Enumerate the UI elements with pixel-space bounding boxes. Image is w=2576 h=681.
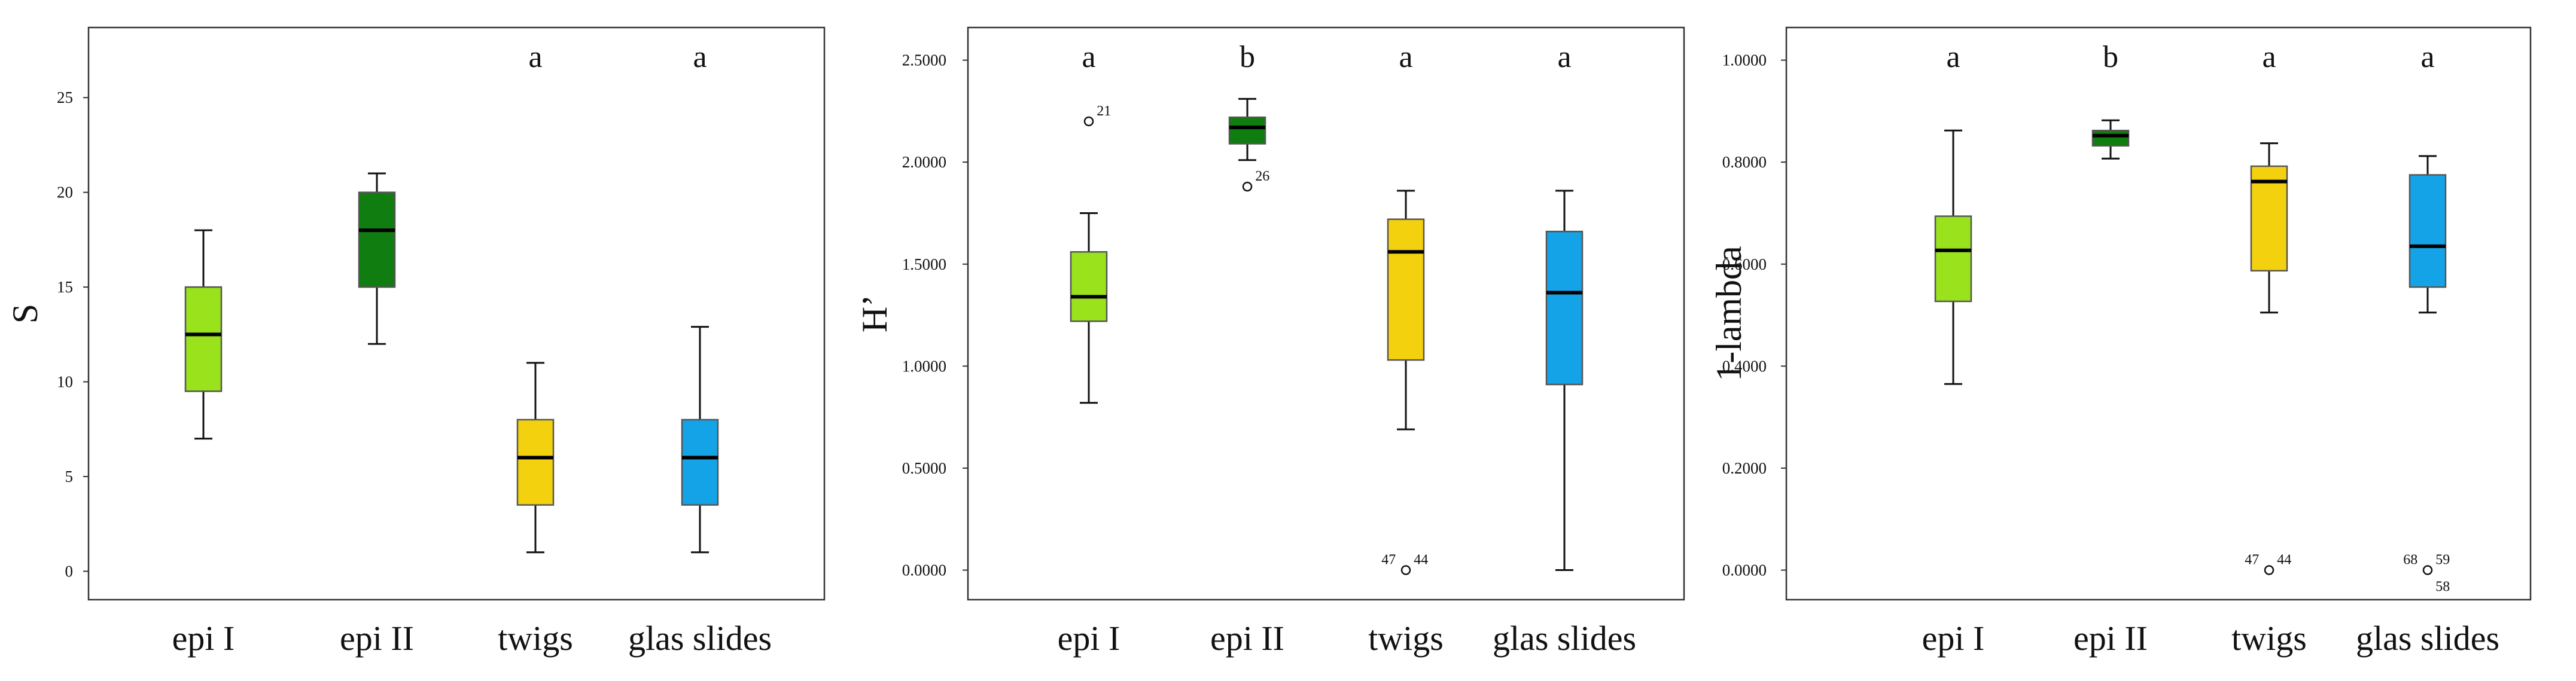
- y-tick-label: 0.6000: [1722, 255, 1767, 273]
- iqr-box: [2250, 165, 2288, 272]
- x-category-label: twigs: [498, 619, 573, 658]
- significance-letter: b: [2103, 40, 2118, 74]
- plot-frame: [967, 26, 1685, 601]
- y-tick-label: 5: [65, 468, 74, 485]
- significance-letter: a: [1082, 40, 1095, 74]
- outlier-label: 58: [2435, 579, 2450, 595]
- iqr-box: [1387, 218, 1425, 361]
- y-tick-label: 1.0000: [902, 357, 946, 375]
- y-axis-label: S: [5, 304, 45, 323]
- y-tick-label: 25: [57, 88, 73, 106]
- iqr-box: [1934, 215, 1972, 303]
- x-category-label: twigs: [1368, 619, 1444, 658]
- y-tick-label: 0.8000: [1722, 153, 1767, 171]
- y-tick-label: 10: [57, 373, 73, 391]
- y-tick-label: 2.0000: [902, 153, 946, 171]
- y-tick-label: 20: [57, 184, 73, 201]
- significance-letter: a: [2420, 40, 2434, 74]
- y-tick-label: 15: [57, 278, 73, 296]
- significance-letter: a: [2262, 40, 2276, 74]
- y-tick-label: 0: [65, 562, 74, 580]
- outlier-label: 68: [2403, 552, 2417, 568]
- iqr-box: [1070, 251, 1108, 322]
- outlier-label: 59: [2435, 552, 2450, 568]
- outlier-point: [2264, 565, 2274, 575]
- outlier-point: [2422, 565, 2433, 575]
- outlier-label: 21: [1097, 103, 1111, 119]
- box-twigs: [516, 362, 555, 554]
- x-category-label: epi I: [1058, 619, 1120, 658]
- significance-letter: a: [1946, 40, 1960, 74]
- plot-frame: [1785, 26, 2532, 601]
- y-tick-label: 0.0000: [902, 561, 946, 579]
- iqr-box: [516, 419, 555, 506]
- x-category-label: glas slides: [1493, 619, 1636, 658]
- x-category-label: epi II: [340, 619, 414, 658]
- significance-letter: b: [1240, 40, 1255, 74]
- x-category-label: twigs: [2231, 619, 2307, 658]
- box-epi-I: [184, 229, 223, 440]
- plot-frame: [87, 26, 826, 601]
- y-axis-label: 1-lambda: [1709, 246, 1749, 381]
- x-category-label: glas slides: [2356, 619, 2499, 658]
- x-category-label: epi I: [1922, 619, 1985, 658]
- x-category-label: epi I: [172, 619, 235, 658]
- outlier-point: [1083, 116, 1094, 127]
- y-tick-label: 0.4000: [1722, 357, 1767, 375]
- iqr-box: [681, 419, 719, 506]
- outlier-point: [1400, 565, 1411, 575]
- y-tick-label: 2.5000: [902, 51, 946, 69]
- iqr-box: [184, 286, 223, 392]
- x-category-label: epi II: [2073, 619, 2148, 658]
- panel-2: 0.0000 0.5000 1.0000 1.5000 2.0000 2.5000 H’ ep…: [855, 26, 1685, 658]
- x-category-label: epi II: [1210, 619, 1284, 658]
- y-tick-label: 0.5000: [902, 459, 946, 477]
- outlier-label: 47: [2245, 552, 2259, 568]
- box-epi-II: [358, 172, 396, 345]
- x-category-label: glas slides: [628, 619, 772, 658]
- iqr-box: [2091, 130, 2130, 147]
- y-axis-label: H’: [855, 295, 894, 332]
- panel-3: 0.0000 0.2000 0.4000 0.6000 0.8000 1.0000 1-la…: [1709, 26, 2532, 658]
- significance-letter: a: [1557, 40, 1571, 74]
- box-twigs: [1387, 190, 1425, 430]
- y-tick-label: 1.0000: [1722, 51, 1767, 69]
- outlier-label: 44: [1414, 552, 1428, 568]
- iqr-box: [358, 191, 396, 288]
- significance-letter: a: [693, 40, 707, 74]
- y-tick-label: 0.2000: [1722, 459, 1767, 477]
- y-tick-label: 1.5000: [902, 255, 946, 273]
- y-tick-label: 0.0000: [1722, 561, 1767, 579]
- box-glas-slides: [2408, 155, 2447, 314]
- iqr-box: [1545, 230, 1584, 386]
- box-epi-II: [2091, 119, 2130, 160]
- iqr-box: [2408, 174, 2447, 288]
- outlier-label: 26: [1255, 169, 1269, 184]
- significance-letter: a: [1399, 40, 1412, 74]
- iqr-box: [1228, 116, 1266, 145]
- box-epi-I: [1070, 212, 1108, 404]
- box-glas-slides: [681, 326, 719, 554]
- box-epi-I: [1934, 129, 1972, 385]
- outlier-label: 44: [2277, 552, 2291, 568]
- outlier-point: [1242, 181, 1253, 192]
- outlier-label: 47: [1381, 552, 1396, 568]
- box-twigs: [2250, 142, 2288, 314]
- box-epi-II: [1228, 97, 1266, 161]
- box-glas-slides: [1545, 190, 1584, 572]
- significance-letter: a: [528, 40, 542, 74]
